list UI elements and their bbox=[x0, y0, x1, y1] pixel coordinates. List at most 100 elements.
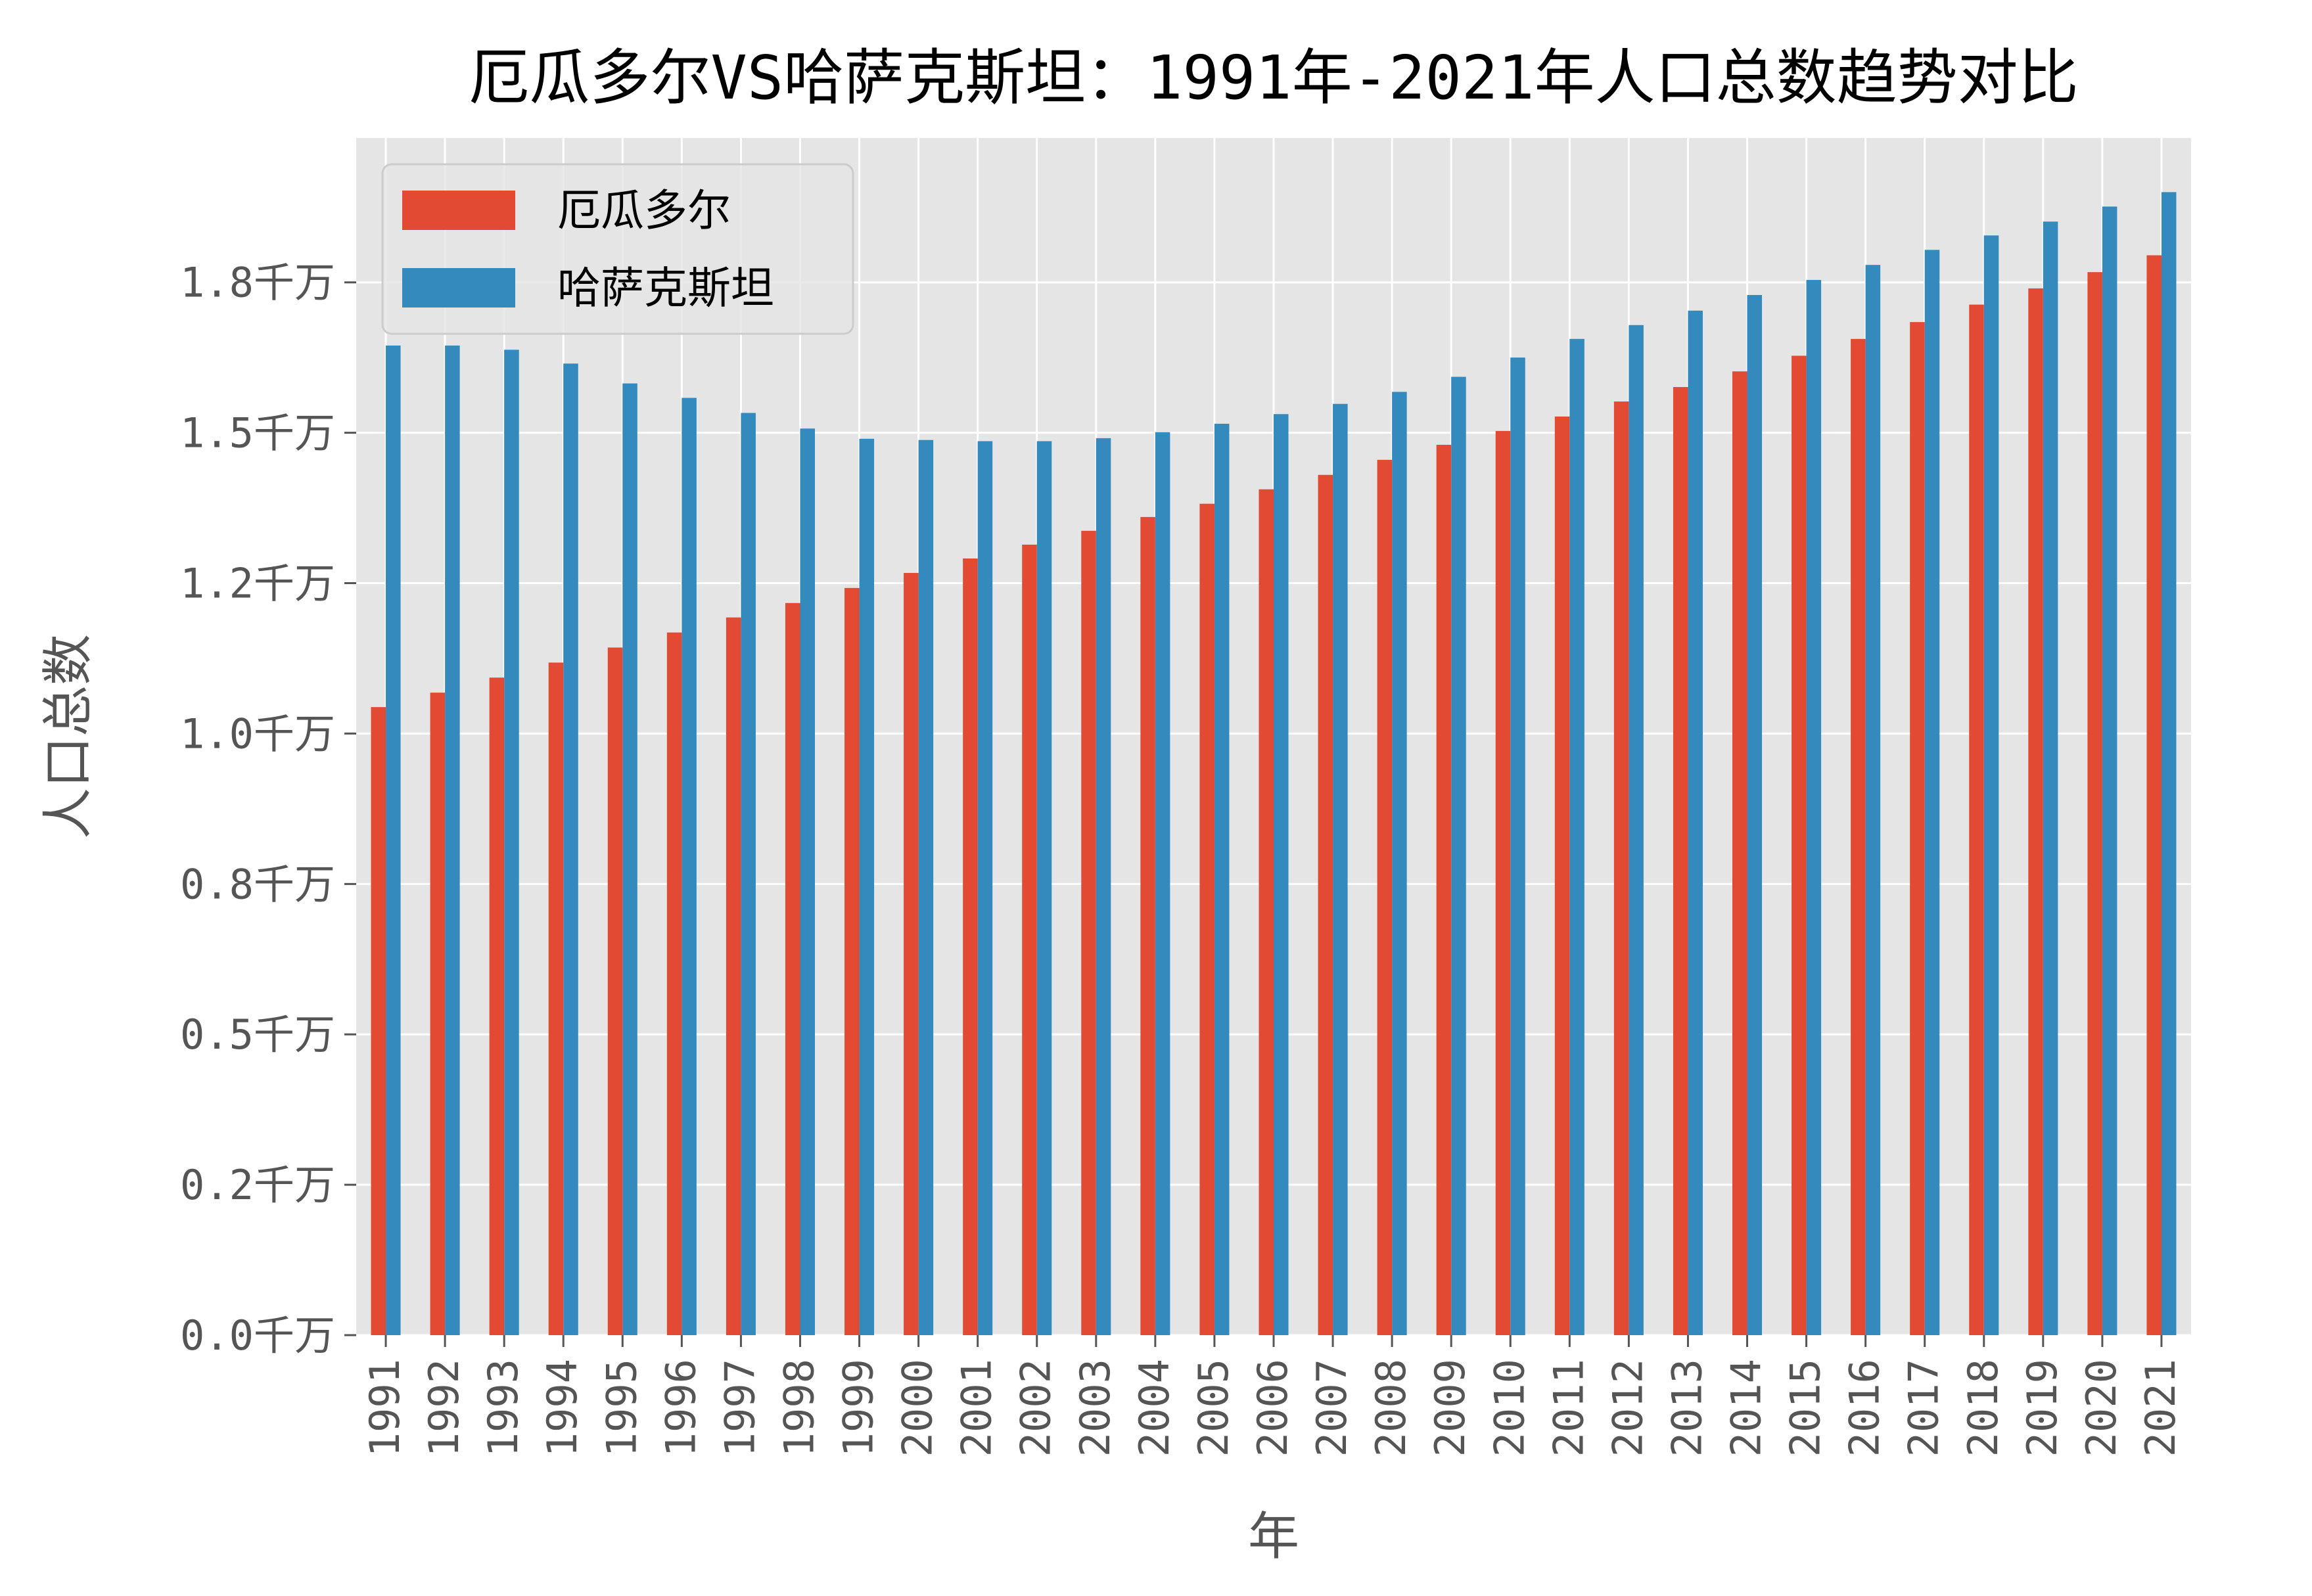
x-tick-label: 1997 bbox=[716, 1359, 764, 1457]
bar-kazakhstan-1994 bbox=[563, 363, 578, 1335]
bar-ecuador-2014 bbox=[1732, 371, 1747, 1336]
bar-ecuador-1993 bbox=[489, 677, 505, 1335]
bar-kazakhstan-1998 bbox=[800, 428, 815, 1335]
bar-kazakhstan-2011 bbox=[1569, 338, 1584, 1336]
bar-ecuador-2003 bbox=[1081, 530, 1096, 1336]
bar-ecuador-2010 bbox=[1495, 430, 1511, 1335]
y-tick-label: 0.5千万 bbox=[180, 1011, 335, 1059]
bar-kazakhstan-2019 bbox=[2043, 221, 2058, 1335]
bar-ecuador-2000 bbox=[904, 572, 919, 1335]
bar-kazakhstan-1996 bbox=[682, 398, 697, 1335]
bar-ecuador-1991 bbox=[371, 707, 386, 1335]
x-tick-label: 2016 bbox=[1841, 1359, 1889, 1457]
bar-kazakhstan-2001 bbox=[977, 441, 993, 1336]
bar-kazakhstan-1999 bbox=[859, 438, 875, 1335]
bar-ecuador-2015 bbox=[1792, 355, 1807, 1335]
chart-title: 厄瓜多尔VS哈萨克斯坦：1991年-2021年人口总数趋势对比 bbox=[469, 43, 2078, 113]
bar-ecuador-2006 bbox=[1259, 489, 1274, 1335]
bar-kazakhstan-1997 bbox=[741, 413, 756, 1335]
x-tick-label: 2020 bbox=[2077, 1359, 2125, 1457]
legend-label-ecuador: 厄瓜多尔 bbox=[557, 185, 731, 236]
x-tick-label: 1992 bbox=[420, 1359, 468, 1457]
bar-ecuador-2005 bbox=[1199, 503, 1214, 1335]
bar-ecuador-1996 bbox=[666, 632, 682, 1336]
bar-kazakhstan-2006 bbox=[1274, 414, 1289, 1335]
x-tick-label: 1994 bbox=[538, 1359, 586, 1457]
x-tick-label: 2002 bbox=[1012, 1359, 1060, 1457]
x-tick-label: 2008 bbox=[1367, 1359, 1415, 1457]
y-tick-label: 1.8千万 bbox=[180, 259, 335, 307]
bar-kazakhstan-2004 bbox=[1155, 432, 1170, 1336]
bar-kazakhstan-2021 bbox=[2161, 192, 2177, 1336]
bar-ecuador-1998 bbox=[785, 603, 800, 1335]
x-tick-label: 2006 bbox=[1249, 1359, 1297, 1457]
x-tick-label: 2019 bbox=[2018, 1359, 2066, 1457]
x-tick-label: 2011 bbox=[1544, 1359, 1592, 1457]
bar-ecuador-2017 bbox=[1910, 322, 1925, 1335]
x-tick-label: 2015 bbox=[1782, 1359, 1830, 1457]
bar-ecuador-2011 bbox=[1554, 416, 1570, 1335]
x-tick-label: 1995 bbox=[597, 1359, 645, 1457]
y-tick-label: 0.0千万 bbox=[180, 1311, 335, 1359]
bar-ecuador-2021 bbox=[2146, 255, 2162, 1335]
x-tick-label: 1993 bbox=[479, 1359, 527, 1457]
y-tick-label: 0.2千万 bbox=[180, 1161, 335, 1209]
x-tick-label: 2010 bbox=[1485, 1359, 1533, 1457]
bar-kazakhstan-2008 bbox=[1392, 392, 1407, 1336]
x-tick-label: 2009 bbox=[1426, 1359, 1474, 1457]
bar-ecuador-2020 bbox=[2087, 272, 2102, 1336]
bar-kazakhstan-2009 bbox=[1451, 376, 1466, 1336]
bar-kazakhstan-2003 bbox=[1096, 438, 1111, 1336]
bar-kazakhstan-2010 bbox=[1510, 357, 1525, 1335]
bar-kazakhstan-2020 bbox=[2102, 206, 2117, 1336]
x-tick-label: 2000 bbox=[894, 1359, 942, 1457]
bar-ecuador-2007 bbox=[1318, 474, 1333, 1335]
bar-kazakhstan-2015 bbox=[1806, 280, 1822, 1335]
bar-ecuador-2019 bbox=[2028, 288, 2043, 1335]
bar-ecuador-1997 bbox=[726, 617, 741, 1335]
bar-kazakhstan-2018 bbox=[1983, 235, 1999, 1335]
x-tick-label: 2003 bbox=[1071, 1359, 1119, 1457]
x-tick-label: 2018 bbox=[1959, 1359, 2007, 1457]
bar-ecuador-2009 bbox=[1436, 444, 1452, 1335]
x-tick-label: 2021 bbox=[2137, 1359, 2185, 1457]
bar-kazakhstan-2012 bbox=[1629, 325, 1644, 1335]
x-tick-label: 1996 bbox=[657, 1359, 705, 1457]
x-tick-label: 2001 bbox=[953, 1359, 1001, 1457]
bar-ecuador-2008 bbox=[1377, 459, 1393, 1335]
x-axis-label: 年 bbox=[1248, 1507, 1299, 1566]
bar-kazakhstan-2007 bbox=[1333, 403, 1348, 1335]
bar-kazakhstan-2002 bbox=[1036, 441, 1052, 1336]
bar-ecuador-1999 bbox=[844, 587, 860, 1335]
bar-ecuador-2002 bbox=[1022, 544, 1037, 1335]
y-axis-label: 人口总数 bbox=[39, 634, 98, 839]
x-tick-label: 2017 bbox=[1900, 1359, 1948, 1457]
bar-ecuador-2013 bbox=[1673, 387, 1688, 1335]
x-tick-label: 2005 bbox=[1190, 1359, 1237, 1457]
bars bbox=[371, 192, 2177, 1336]
x-tick-label: 1999 bbox=[835, 1359, 883, 1457]
y-tick-label: 1.5千万 bbox=[180, 409, 335, 457]
bar-kazakhstan-1995 bbox=[622, 383, 637, 1335]
legend-label-kazakhstan: 哈萨克斯坦 bbox=[557, 263, 774, 313]
x-tick-label: 1991 bbox=[361, 1359, 409, 1457]
bar-kazakhstan-1993 bbox=[504, 350, 519, 1335]
x-tick-label: 2007 bbox=[1308, 1359, 1356, 1457]
legend-swatch-kazakhstan bbox=[402, 268, 515, 308]
bar-ecuador-1992 bbox=[430, 693, 446, 1335]
x-tick-label: 1998 bbox=[775, 1359, 823, 1457]
bar-ecuador-2012 bbox=[1613, 401, 1629, 1335]
bar-kazakhstan-1992 bbox=[445, 345, 460, 1335]
bar-kazakhstan-2017 bbox=[1924, 250, 1940, 1335]
bar-kazakhstan-2000 bbox=[918, 440, 934, 1335]
x-tick-label: 2014 bbox=[1722, 1359, 1770, 1457]
x-tick-label: 2012 bbox=[1604, 1359, 1652, 1457]
y-tick-label: 1.2千万 bbox=[180, 560, 335, 608]
bar-kazakhstan-2005 bbox=[1214, 423, 1230, 1336]
legend: 厄瓜多尔 哈萨克斯坦 bbox=[381, 163, 854, 335]
bar-ecuador-2016 bbox=[1851, 338, 1866, 1336]
bar-kazakhstan-2016 bbox=[1865, 265, 1881, 1336]
bar-ecuador-1995 bbox=[607, 647, 623, 1336]
x-tick-label: 2013 bbox=[1663, 1359, 1711, 1457]
